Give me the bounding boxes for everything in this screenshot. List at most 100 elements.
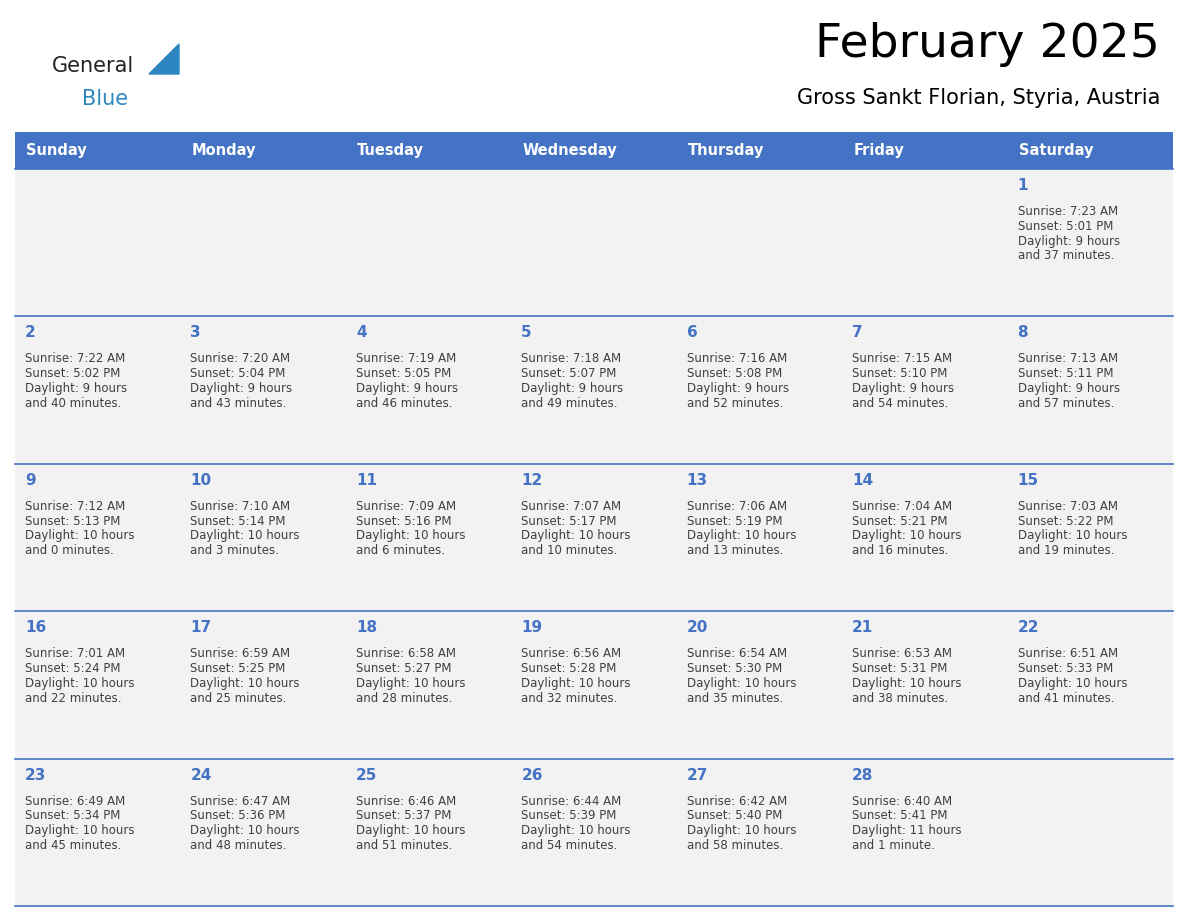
Bar xyxy=(842,132,1007,169)
Bar xyxy=(1007,464,1173,611)
Bar xyxy=(181,132,346,169)
Text: Sunrise: 6:42 AM: Sunrise: 6:42 AM xyxy=(687,795,786,808)
Text: and 41 minutes.: and 41 minutes. xyxy=(1018,691,1114,705)
Text: and 52 minutes.: and 52 minutes. xyxy=(687,397,783,409)
Text: and 46 minutes.: and 46 minutes. xyxy=(356,397,453,409)
Text: 18: 18 xyxy=(356,621,377,635)
Text: Sunrise: 6:54 AM: Sunrise: 6:54 AM xyxy=(687,647,786,660)
Text: Daylight: 10 hours: Daylight: 10 hours xyxy=(522,677,631,689)
Text: 1: 1 xyxy=(1018,178,1028,193)
Text: Sunset: 5:11 PM: Sunset: 5:11 PM xyxy=(1018,367,1113,380)
Text: Daylight: 10 hours: Daylight: 10 hours xyxy=(852,677,961,689)
Text: 28: 28 xyxy=(852,767,873,783)
Text: 5: 5 xyxy=(522,325,532,341)
Text: 8: 8 xyxy=(1018,325,1028,341)
Bar xyxy=(842,464,1007,611)
Bar xyxy=(842,317,1007,464)
Text: Daylight: 10 hours: Daylight: 10 hours xyxy=(687,824,796,837)
Text: Gross Sankt Florian, Styria, Austria: Gross Sankt Florian, Styria, Austria xyxy=(797,88,1159,108)
Text: Monday: Monday xyxy=(191,143,255,158)
Text: Sunrise: 6:47 AM: Sunrise: 6:47 AM xyxy=(190,795,291,808)
Text: Daylight: 10 hours: Daylight: 10 hours xyxy=(190,677,299,689)
Bar xyxy=(181,758,346,906)
Text: Sunset: 5:14 PM: Sunset: 5:14 PM xyxy=(190,515,286,528)
Text: 6: 6 xyxy=(687,325,697,341)
Text: Daylight: 10 hours: Daylight: 10 hours xyxy=(190,824,299,837)
Text: Sunset: 5:16 PM: Sunset: 5:16 PM xyxy=(356,515,451,528)
Text: and 6 minutes.: and 6 minutes. xyxy=(356,544,444,557)
Text: Daylight: 10 hours: Daylight: 10 hours xyxy=(356,530,466,543)
Text: Sunrise: 7:16 AM: Sunrise: 7:16 AM xyxy=(687,353,786,365)
Text: 10: 10 xyxy=(190,473,211,487)
Text: and 22 minutes.: and 22 minutes. xyxy=(25,691,121,705)
Text: Sunrise: 7:06 AM: Sunrise: 7:06 AM xyxy=(687,499,786,513)
Text: and 49 minutes.: and 49 minutes. xyxy=(522,397,618,409)
Text: 12: 12 xyxy=(522,473,543,487)
Text: Daylight: 9 hours: Daylight: 9 hours xyxy=(852,382,954,395)
Bar xyxy=(346,317,511,464)
Text: Sunset: 5:19 PM: Sunset: 5:19 PM xyxy=(687,515,782,528)
Text: and 54 minutes.: and 54 minutes. xyxy=(522,839,618,852)
Text: Daylight: 9 hours: Daylight: 9 hours xyxy=(356,382,459,395)
Text: 9: 9 xyxy=(25,473,36,487)
Text: 27: 27 xyxy=(687,767,708,783)
Text: 11: 11 xyxy=(356,473,377,487)
Text: Sunset: 5:30 PM: Sunset: 5:30 PM xyxy=(687,662,782,675)
Bar xyxy=(181,169,346,317)
Text: 25: 25 xyxy=(356,767,378,783)
Bar xyxy=(181,317,346,464)
Bar xyxy=(511,758,677,906)
Text: and 37 minutes.: and 37 minutes. xyxy=(1018,250,1114,263)
Text: Daylight: 9 hours: Daylight: 9 hours xyxy=(25,382,127,395)
Text: Saturday: Saturday xyxy=(1018,143,1093,158)
Text: 17: 17 xyxy=(190,621,211,635)
Text: 3: 3 xyxy=(190,325,201,341)
Text: Daylight: 10 hours: Daylight: 10 hours xyxy=(522,824,631,837)
Bar xyxy=(842,169,1007,317)
Text: Sunset: 5:22 PM: Sunset: 5:22 PM xyxy=(1018,515,1113,528)
Bar xyxy=(1007,758,1173,906)
Text: 26: 26 xyxy=(522,767,543,783)
Bar xyxy=(346,758,511,906)
Text: Sunrise: 7:03 AM: Sunrise: 7:03 AM xyxy=(1018,499,1118,513)
Bar xyxy=(677,464,842,611)
Text: Sunrise: 7:18 AM: Sunrise: 7:18 AM xyxy=(522,353,621,365)
Text: 2: 2 xyxy=(25,325,36,341)
Text: Sunset: 5:10 PM: Sunset: 5:10 PM xyxy=(852,367,948,380)
Text: and 38 minutes.: and 38 minutes. xyxy=(852,691,948,705)
Text: and 58 minutes.: and 58 minutes. xyxy=(687,839,783,852)
Text: Sunrise: 6:44 AM: Sunrise: 6:44 AM xyxy=(522,795,621,808)
Text: and 32 minutes.: and 32 minutes. xyxy=(522,691,618,705)
Text: Sunrise: 7:04 AM: Sunrise: 7:04 AM xyxy=(852,499,953,513)
Text: Daylight: 10 hours: Daylight: 10 hours xyxy=(1018,677,1127,689)
Text: Daylight: 10 hours: Daylight: 10 hours xyxy=(356,677,466,689)
Text: and 45 minutes.: and 45 minutes. xyxy=(25,839,121,852)
Text: Sunrise: 6:40 AM: Sunrise: 6:40 AM xyxy=(852,795,953,808)
Text: Sunset: 5:07 PM: Sunset: 5:07 PM xyxy=(522,367,617,380)
Text: Sunday: Sunday xyxy=(26,143,87,158)
Text: 24: 24 xyxy=(190,767,211,783)
Bar xyxy=(511,132,677,169)
Text: Sunrise: 6:56 AM: Sunrise: 6:56 AM xyxy=(522,647,621,660)
Text: Sunrise: 7:09 AM: Sunrise: 7:09 AM xyxy=(356,499,456,513)
Bar xyxy=(346,169,511,317)
Text: Sunrise: 6:46 AM: Sunrise: 6:46 AM xyxy=(356,795,456,808)
Text: Daylight: 10 hours: Daylight: 10 hours xyxy=(852,530,961,543)
Text: Sunset: 5:01 PM: Sunset: 5:01 PM xyxy=(1018,219,1113,233)
Bar xyxy=(181,464,346,611)
Bar xyxy=(346,464,511,611)
Text: and 3 minutes.: and 3 minutes. xyxy=(190,544,279,557)
Text: Sunset: 5:41 PM: Sunset: 5:41 PM xyxy=(852,810,948,823)
Text: and 40 minutes.: and 40 minutes. xyxy=(25,397,121,409)
Text: and 25 minutes.: and 25 minutes. xyxy=(190,691,286,705)
Text: Sunrise: 7:07 AM: Sunrise: 7:07 AM xyxy=(522,499,621,513)
Text: Daylight: 10 hours: Daylight: 10 hours xyxy=(687,677,796,689)
Text: Friday: Friday xyxy=(853,143,904,158)
Text: and 10 minutes.: and 10 minutes. xyxy=(522,544,618,557)
Text: February 2025: February 2025 xyxy=(815,22,1159,67)
Text: Sunset: 5:02 PM: Sunset: 5:02 PM xyxy=(25,367,120,380)
Bar xyxy=(15,758,181,906)
Text: Sunrise: 7:20 AM: Sunrise: 7:20 AM xyxy=(190,353,291,365)
Bar xyxy=(1007,132,1173,169)
Text: Sunset: 5:13 PM: Sunset: 5:13 PM xyxy=(25,515,120,528)
